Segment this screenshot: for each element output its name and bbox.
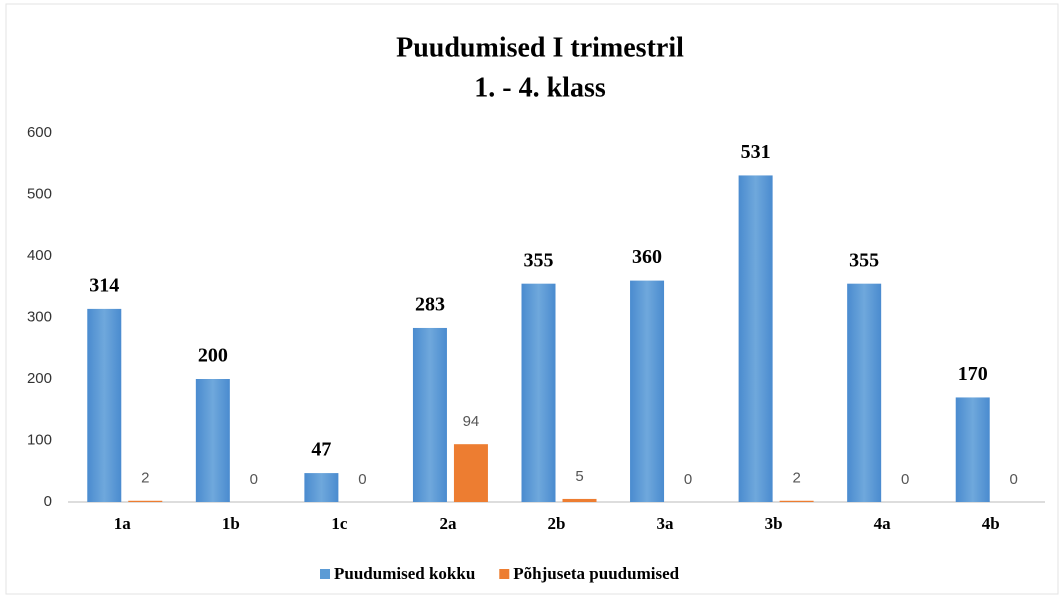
- bar: [955, 397, 990, 502]
- legend-label: Puudumised kokku: [334, 564, 475, 583]
- y-tick-label: 300: [27, 308, 52, 325]
- data-label: 283: [415, 294, 445, 316]
- legend-swatch: [320, 569, 330, 579]
- x-tick-label: 2b: [548, 514, 566, 533]
- bar: [195, 379, 230, 502]
- y-tick-label: 500: [27, 185, 52, 202]
- chart-title: Puudumised I trimestril: [396, 32, 684, 63]
- x-tick-label: 4b: [982, 514, 1000, 533]
- bar: [847, 283, 882, 502]
- bar: [412, 327, 447, 502]
- data-label: 170: [958, 363, 988, 385]
- x-tick-label: 3a: [657, 514, 675, 533]
- bar: [304, 473, 339, 502]
- data-label: 0: [250, 471, 258, 488]
- y-tick-label: 100: [27, 431, 52, 448]
- chart-subtitle: 1. - 4. klass: [474, 72, 606, 103]
- data-label: 94: [463, 413, 480, 430]
- y-tick-label: 200: [27, 370, 52, 387]
- x-tick-label: 3b: [765, 514, 783, 533]
- bar: [779, 500, 814, 502]
- bar: [453, 444, 488, 502]
- data-label: 314: [89, 274, 119, 296]
- data-label: 200: [198, 345, 228, 367]
- bar: [562, 498, 597, 502]
- data-label: 355: [524, 249, 554, 271]
- data-label: 0: [358, 471, 366, 488]
- data-label: 0: [1010, 471, 1018, 488]
- y-tick-label: 600: [27, 124, 52, 141]
- x-tick-label: 2a: [439, 514, 457, 533]
- data-label: 2: [141, 470, 149, 487]
- bar: [128, 500, 163, 502]
- chart-frame: [5, 3, 1059, 595]
- y-tick-label: 0: [44, 493, 52, 510]
- x-tick-label: 1c: [331, 514, 348, 533]
- bar: [630, 280, 665, 502]
- data-label: 47: [311, 439, 331, 461]
- data-label: 0: [684, 471, 692, 488]
- data-label: 0: [901, 471, 909, 488]
- bar: [738, 175, 773, 502]
- bar: [521, 283, 556, 502]
- x-tick-label: 1a: [114, 514, 132, 533]
- data-label: 355: [849, 249, 879, 271]
- legend-label: Põhjuseta puudumised: [513, 564, 679, 583]
- data-label: 531: [741, 141, 771, 163]
- y-tick-label: 400: [27, 247, 52, 264]
- data-label: 5: [575, 468, 583, 485]
- data-label: 2: [792, 470, 800, 487]
- x-tick-label: 4a: [874, 514, 892, 533]
- data-label: 360: [632, 246, 662, 268]
- bar: [87, 308, 122, 502]
- x-tick-label: 1b: [222, 514, 240, 533]
- legend-swatch: [499, 569, 510, 579]
